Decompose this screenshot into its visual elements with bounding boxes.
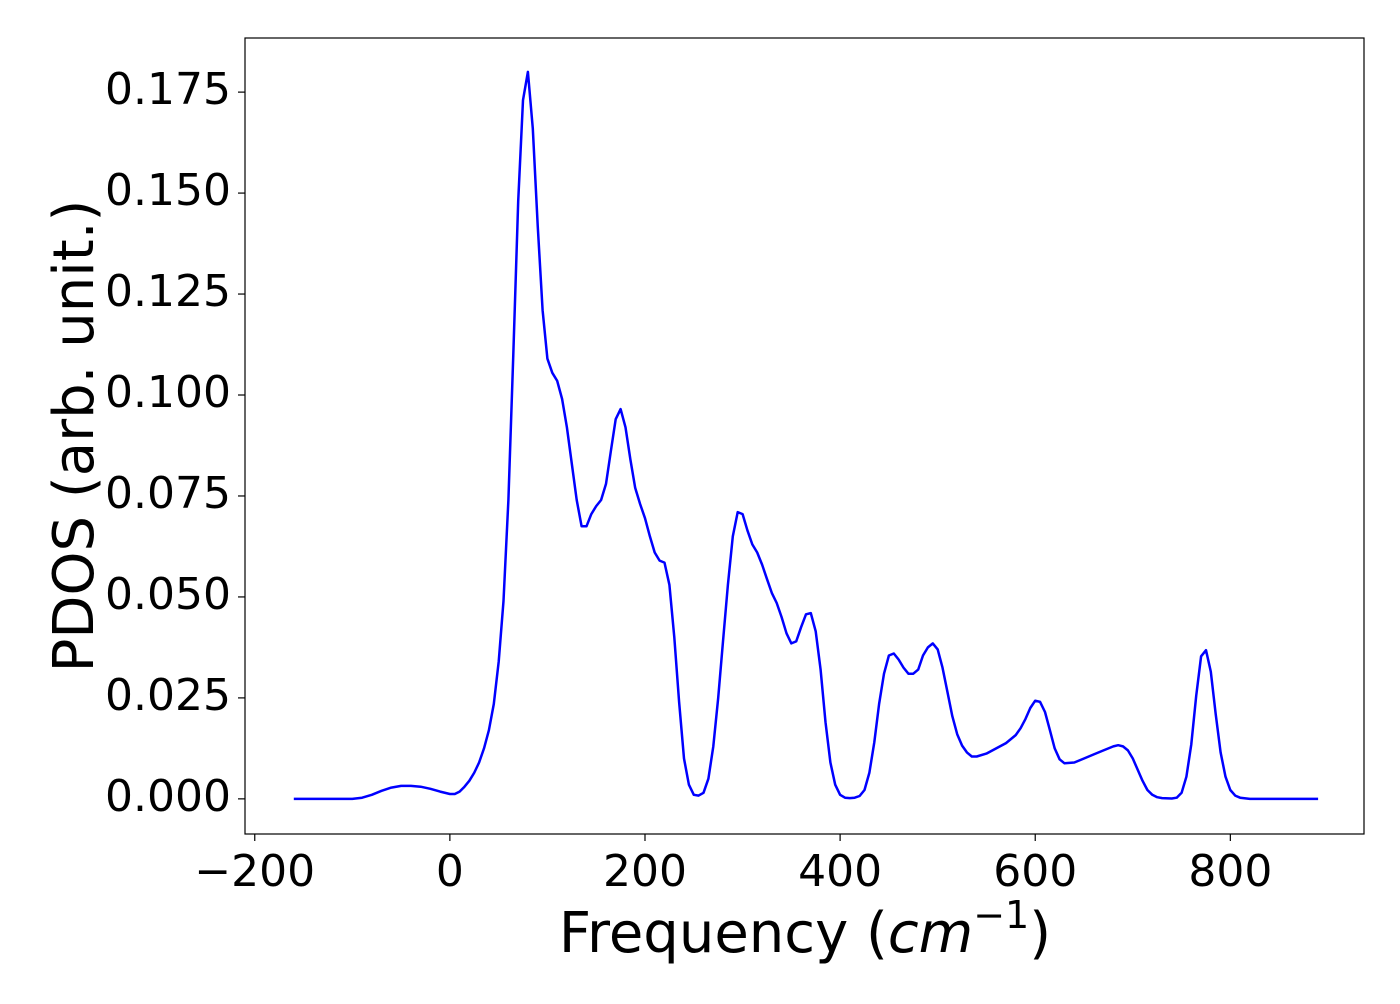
y-tick-label: 0.050: [105, 569, 231, 620]
x-tick-label: 200: [603, 846, 687, 897]
y-axis-label: PDOS (arb. unit.): [42, 200, 107, 673]
data-line: [293, 70, 1319, 801]
x-tick-label: 800: [1188, 846, 1272, 897]
x-tick-label: 400: [798, 846, 882, 897]
y-tick-label: 0.125: [105, 266, 231, 317]
y-tick-label: 0.100: [105, 367, 231, 418]
y-tick-label: 0.025: [105, 670, 231, 721]
x-label-unit: cm: [888, 901, 973, 966]
x-label-exponent: −1: [973, 893, 1029, 937]
y-tick-label: 0.075: [105, 468, 231, 519]
x-tick-label: 0: [436, 846, 464, 897]
y-tick-label: 0.150: [105, 165, 231, 216]
x-label-text: Frequency (: [559, 901, 888, 966]
x-tick-label: −200: [194, 846, 315, 897]
y-tick-label: 0.000: [105, 771, 231, 822]
plot-frame: [244, 37, 1365, 835]
y-tick-label: 0.175: [105, 64, 231, 115]
x-label-close: ): [1029, 901, 1051, 966]
x-tick-label: 600: [993, 846, 1077, 897]
x-axis-label: Frequency (cm−1): [559, 893, 1051, 966]
